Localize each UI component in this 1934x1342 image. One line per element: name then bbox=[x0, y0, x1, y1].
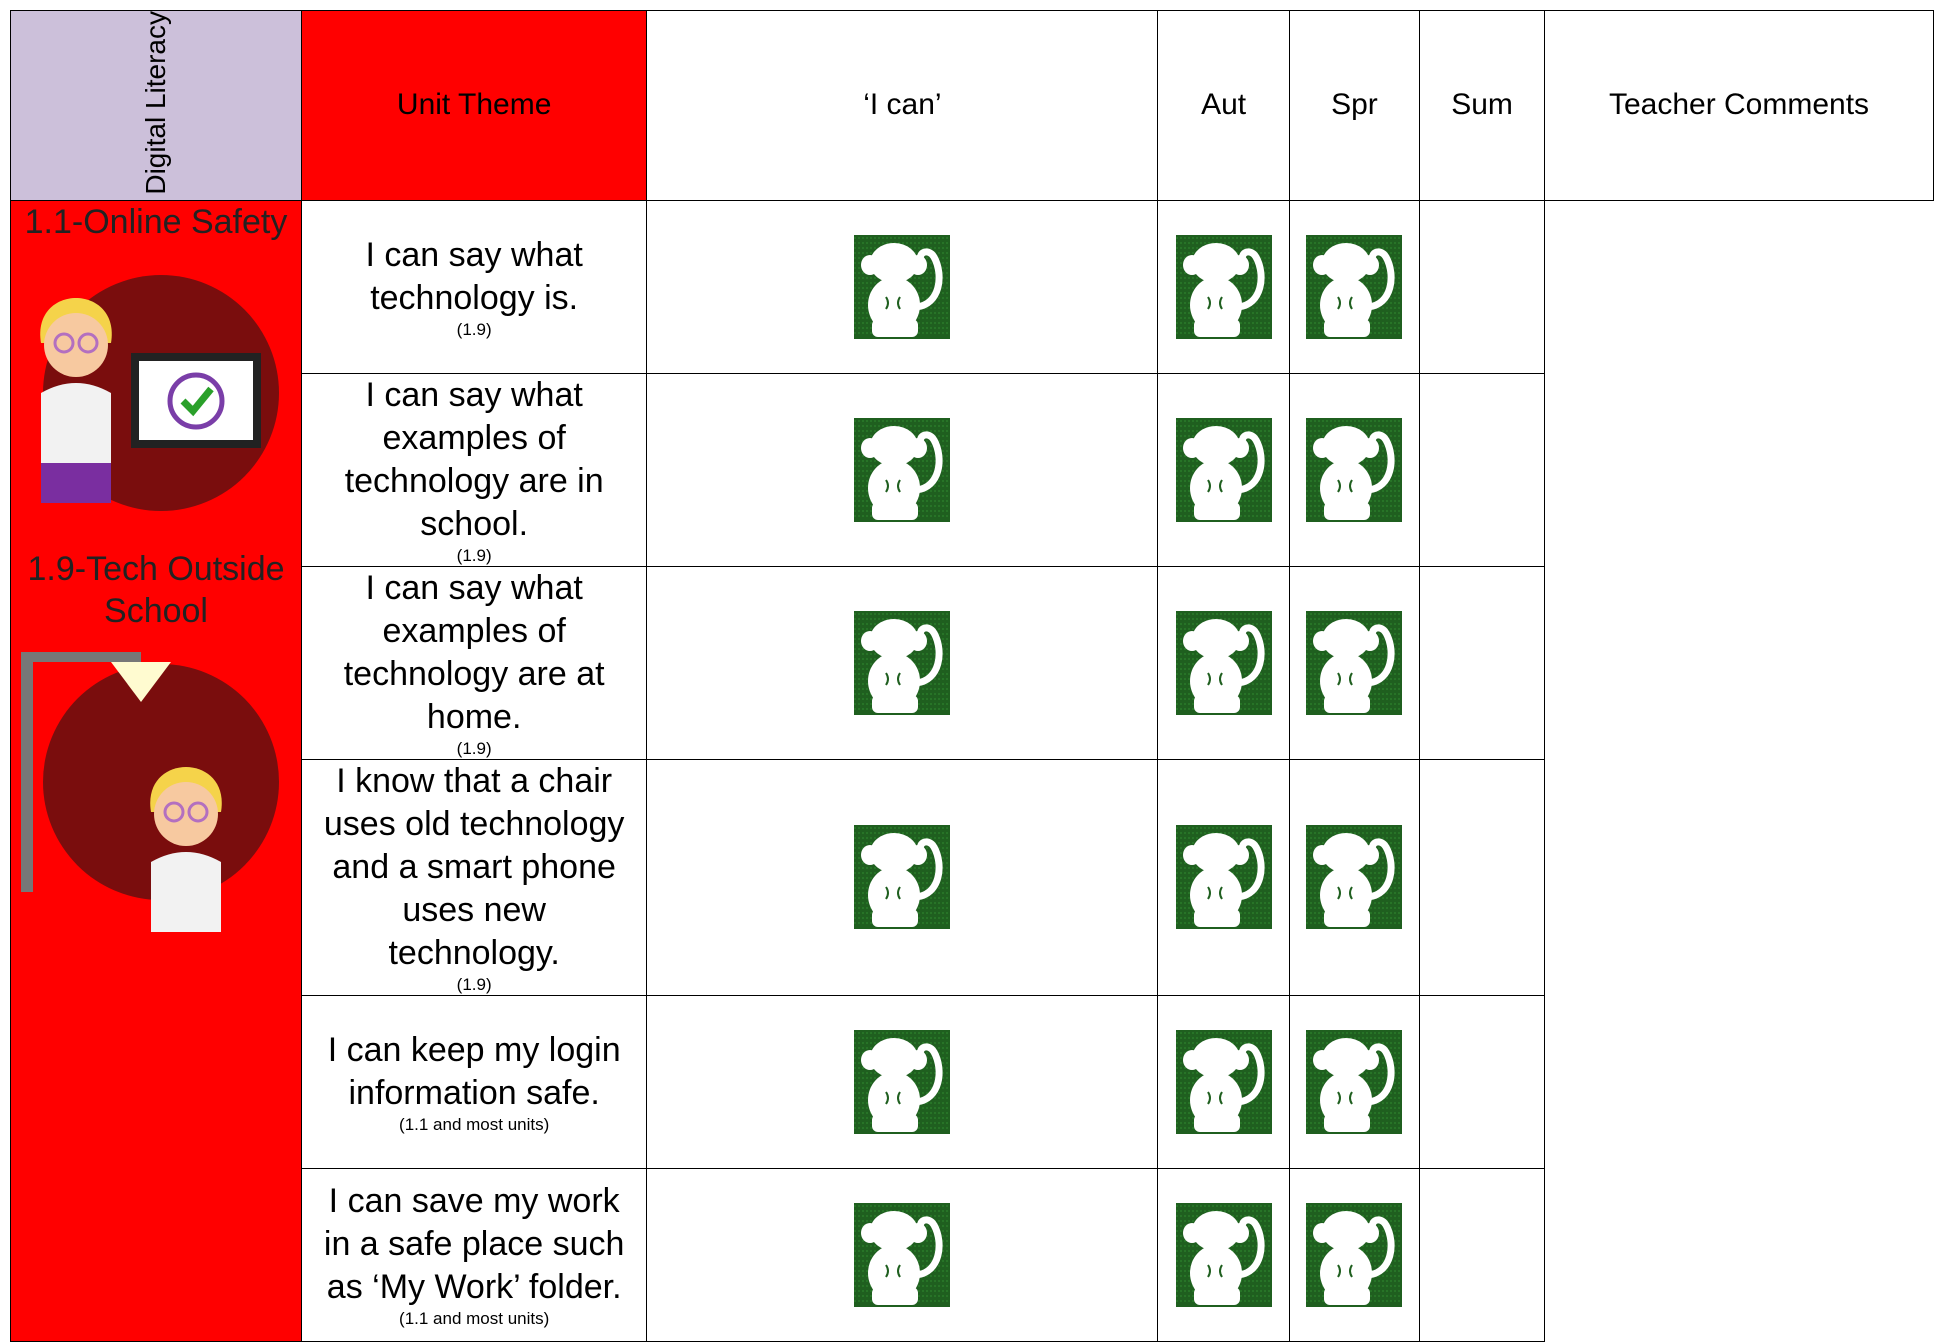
term-cell bbox=[1288, 758, 1421, 996]
body-row: I can say what examples of technology ar… bbox=[11, 565, 1934, 760]
monkey-icon bbox=[1306, 417, 1403, 522]
monkey-icon bbox=[854, 417, 951, 522]
illustration-wrap bbox=[11, 243, 301, 548]
term-cell bbox=[646, 1167, 1159, 1342]
monkey-icon bbox=[1175, 825, 1272, 930]
term-cell bbox=[1288, 994, 1421, 1169]
term-cell bbox=[1157, 565, 1290, 760]
illustration bbox=[40, 274, 279, 511]
header-row: Digital Literacy Unit Theme ‘I can’ Aut … bbox=[10, 10, 1934, 201]
term-cell bbox=[646, 199, 1159, 374]
term-cell bbox=[1157, 1167, 1290, 1342]
monkey-icon bbox=[1306, 825, 1403, 930]
comment-cell bbox=[1419, 994, 1546, 1169]
term-cell bbox=[1157, 372, 1290, 567]
term-cell bbox=[646, 758, 1159, 996]
comment-cell bbox=[1419, 565, 1546, 760]
monkey-icon bbox=[1175, 610, 1272, 715]
monkey-icon bbox=[1306, 234, 1403, 339]
monkey-icon bbox=[1175, 1029, 1272, 1134]
term-cell bbox=[646, 994, 1159, 1169]
term-cell bbox=[1157, 758, 1290, 996]
statement: I can say what examples of technology ar… bbox=[343, 568, 605, 736]
monkey-icon bbox=[854, 610, 951, 715]
page: Digital Literacy Unit Theme ‘I can’ Aut … bbox=[10, 10, 1934, 1342]
header-cell: Teacher Comments bbox=[1544, 10, 1934, 201]
header-cell: Aut bbox=[1157, 10, 1290, 201]
term-cell bbox=[1288, 199, 1421, 374]
body-row: 1.1-Online Safety 1.9-Tech Outside Schoo… bbox=[10, 199, 1934, 1342]
monkey-icon bbox=[1306, 610, 1403, 715]
statement-cell: I know that a chair uses old technology … bbox=[300, 758, 648, 996]
body-row: I know that a chair uses old technology … bbox=[11, 758, 1934, 996]
illustration-wrap bbox=[11, 632, 301, 937]
statement: I can say what technology is. bbox=[365, 235, 583, 317]
term-cell bbox=[1288, 1167, 1421, 1342]
term-cell bbox=[646, 372, 1159, 567]
comment-cell bbox=[1419, 199, 1546, 374]
statement-cell: I can say what examples of technology ar… bbox=[300, 565, 648, 760]
reference: (1.1 and most units) bbox=[399, 1114, 550, 1134]
monkey-icon bbox=[854, 234, 951, 339]
statement: I can save my work in a safe place such … bbox=[323, 1182, 625, 1307]
monkey-icon bbox=[1175, 1202, 1272, 1307]
reference: (1.9) bbox=[456, 319, 492, 339]
statement-cell: I can save my work in a safe place such … bbox=[300, 1167, 648, 1342]
comment-cell bbox=[1419, 1167, 1546, 1342]
body-row: I can say what examples of technology ar… bbox=[11, 372, 1934, 567]
unit-label: 1.9-Tech Outside School bbox=[27, 549, 285, 630]
comment-cell bbox=[1419, 758, 1546, 996]
header-cell: Sum bbox=[1419, 10, 1546, 201]
term-cell bbox=[646, 565, 1159, 760]
term-cell bbox=[1157, 994, 1290, 1169]
reference: (1.9) bbox=[456, 738, 492, 758]
reference: (1.9) bbox=[456, 545, 492, 565]
illustration bbox=[21, 651, 279, 932]
statement-cell: I can say what technology is. (1.9) bbox=[300, 199, 648, 374]
monkey-icon bbox=[854, 1029, 951, 1134]
statement: I know that a chair uses old technology … bbox=[323, 761, 625, 972]
monkey-icon bbox=[854, 825, 951, 930]
statement: I can keep my login information safe. bbox=[327, 1030, 621, 1112]
statement: I can say what examples of technology ar… bbox=[344, 375, 604, 543]
monkey-icon bbox=[1175, 234, 1272, 339]
side-label: Digital Literacy bbox=[140, 11, 171, 195]
reference: (1.1 and most units) bbox=[399, 1309, 550, 1329]
monkey-icon bbox=[1306, 1202, 1403, 1307]
comment-cell bbox=[1419, 372, 1546, 567]
term-cell bbox=[1288, 372, 1421, 567]
reference: (1.9) bbox=[456, 974, 492, 994]
monkey-icon bbox=[854, 1202, 951, 1307]
statement-cell: I can say what examples of technology ar… bbox=[300, 372, 648, 567]
assessment-table: Digital Literacy Unit Theme ‘I can’ Aut … bbox=[10, 10, 1934, 1342]
side-cell: Digital Literacy bbox=[10, 10, 302, 201]
unit-cell: 1.1-Online Safety 1.9-Tech Outside Schoo… bbox=[10, 199, 302, 1342]
statement-cell: I can keep my login information safe. (1.… bbox=[300, 994, 648, 1169]
monkey-icon bbox=[1175, 417, 1272, 522]
term-cell bbox=[1288, 565, 1421, 760]
header-cell: Unit Theme bbox=[300, 10, 648, 201]
header-cell: Spr bbox=[1288, 10, 1421, 201]
header-cell: ‘I can’ bbox=[646, 10, 1159, 201]
monkey-icon bbox=[1306, 1029, 1403, 1134]
term-cell bbox=[1157, 199, 1290, 374]
unit-label: 1.1-Online Safety bbox=[24, 202, 288, 241]
table: Digital Literacy Unit Theme ‘I can’ Aut … bbox=[10, 10, 1934, 1342]
